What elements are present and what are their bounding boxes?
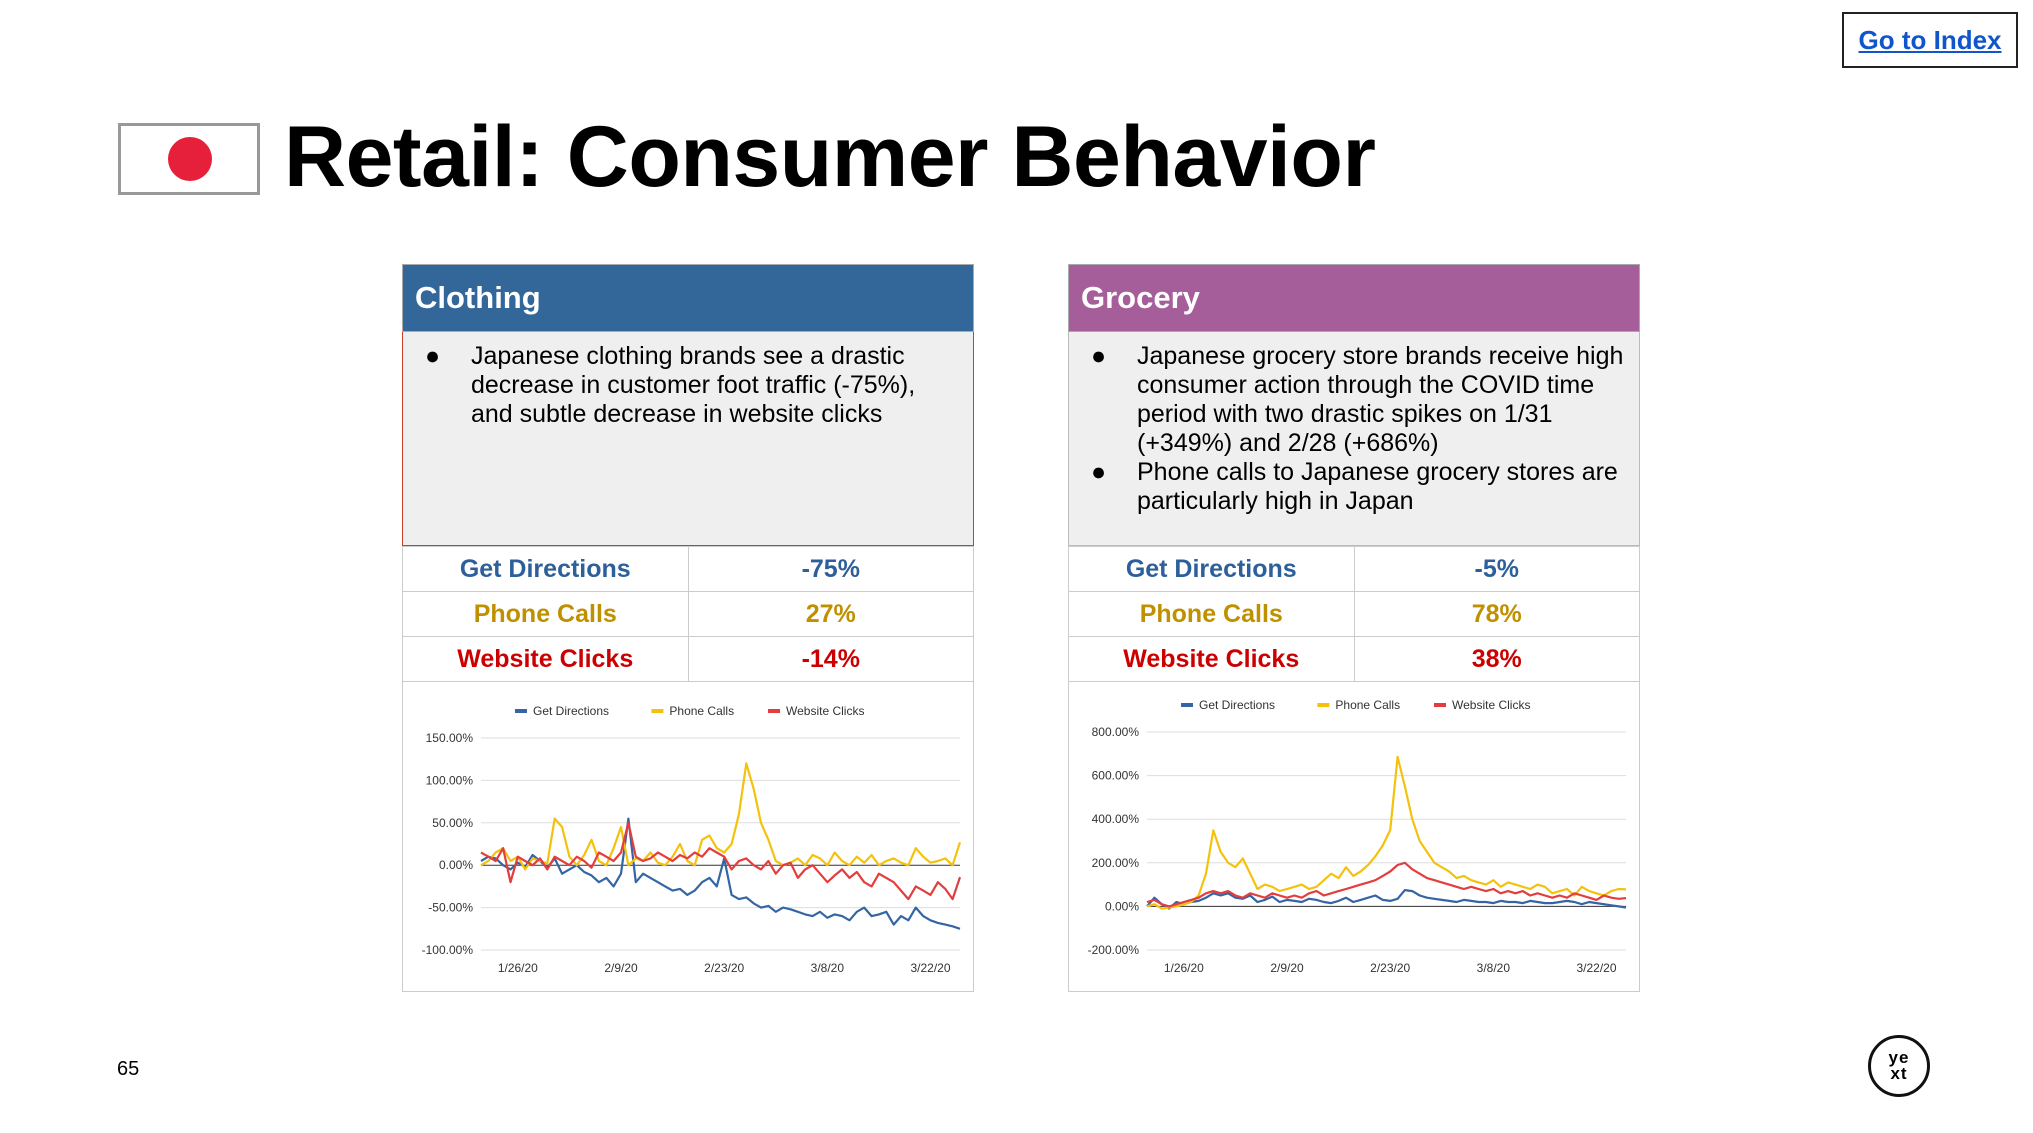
- legend-label: Website Clicks: [786, 704, 864, 718]
- legend-swatch: [651, 709, 664, 713]
- y-tick-label: 800.00%: [1092, 725, 1140, 739]
- series-line-website-clicks: [1146, 861, 1627, 908]
- y-tick-label: -50.00%: [428, 901, 473, 915]
- metric-label: Get Directions: [1068, 546, 1355, 592]
- metric-value: -75%: [687, 546, 974, 592]
- clothing-header: Clothing: [402, 264, 974, 332]
- x-tick-label: 3/22/20: [910, 961, 950, 975]
- y-tick-label: 0.00%: [439, 858, 473, 872]
- metric-label: Phone Calls: [402, 591, 689, 637]
- go-to-index-button[interactable]: Go to Index: [1842, 12, 2018, 68]
- grocery-line-chart: Get Directions Phone Calls Website Clicks 8…: [1088, 698, 1627, 975]
- clothing-description: ● Japanese clothing brands see a drastic …: [402, 332, 974, 546]
- x-tick-label: 1/26/20: [498, 961, 538, 975]
- x-tick-label: 3/8/20: [811, 961, 845, 975]
- yext-logo-icon: ye xt: [1868, 1035, 1930, 1097]
- clothing-line-chart: Get Directions Phone Calls Website Clicks 1…: [422, 704, 962, 975]
- series-line-phone-calls: [480, 762, 962, 871]
- clothing-panel: Clothing ● Japanese clothing brands see a…: [402, 264, 974, 992]
- x-tick-label: 2/9/20: [604, 961, 638, 975]
- metric-label: Phone Calls: [1068, 591, 1355, 637]
- metric-label: Website Clicks: [1068, 636, 1355, 682]
- legend-swatch: [515, 709, 527, 713]
- metric-value: -14%: [687, 636, 974, 682]
- table-row: Phone Calls 78%: [1068, 591, 1640, 637]
- y-tick-label: 200.00%: [1092, 856, 1140, 870]
- legend-label: Phone Calls: [1335, 698, 1400, 712]
- legend-label: Website Clicks: [1452, 698, 1530, 712]
- y-tick-label: 0.00%: [1105, 899, 1139, 913]
- grocery-metrics-table: Get Directions -5% Phone Calls 78% Website…: [1068, 546, 1640, 682]
- metric-value: 27%: [687, 591, 974, 637]
- y-tick-label: 100.00%: [426, 773, 474, 787]
- grocery-header: Grocery: [1068, 264, 1640, 332]
- series-line-website-clicks: [480, 821, 962, 901]
- x-tick-label: 1/26/20: [1164, 961, 1204, 975]
- clothing-chart: Get Directions Phone Calls Website Clicks 1…: [402, 682, 974, 992]
- legend-swatch: [1434, 703, 1446, 707]
- series-line-get-directions: [1146, 889, 1627, 910]
- metric-label: Website Clicks: [402, 636, 689, 682]
- x-tick-label: 3/22/20: [1576, 961, 1616, 975]
- metric-value: -5%: [1353, 546, 1640, 592]
- metric-value: 78%: [1353, 591, 1640, 637]
- y-tick-label: -100.00%: [422, 943, 474, 957]
- y-tick-label: -200.00%: [1088, 943, 1140, 957]
- table-row: Website Clicks -14%: [402, 636, 974, 682]
- x-tick-label: 2/23/20: [1370, 961, 1410, 975]
- legend-label: Get Directions: [1199, 698, 1275, 712]
- page-title: Retail: Consumer Behavior: [284, 109, 1376, 205]
- table-row: Get Directions -5%: [1068, 546, 1640, 592]
- grocery-panel: Grocery ● Japanese grocery store brands r…: [1068, 264, 1640, 992]
- japan-flag-icon: [118, 123, 260, 195]
- legend-label: Get Directions: [533, 704, 609, 718]
- grocery-description: ● Japanese grocery store brands receive h…: [1068, 332, 1640, 546]
- y-tick-label: 400.00%: [1092, 812, 1140, 826]
- clothing-metrics-table: Get Directions -75% Phone Calls 27% Websit…: [402, 546, 974, 682]
- metric-label: Get Directions: [402, 546, 689, 592]
- series-line-get-directions: [480, 817, 961, 930]
- y-tick-label: 600.00%: [1092, 769, 1140, 783]
- legend-label: Phone Calls: [669, 704, 734, 718]
- go-to-index-link[interactable]: Go to Index: [1858, 24, 2002, 55]
- x-tick-label: 2/23/20: [704, 961, 744, 975]
- legend-swatch: [1181, 703, 1193, 707]
- y-tick-label: 50.00%: [432, 816, 473, 830]
- list-item: ● Japanese grocery store brands receive h…: [1091, 342, 1624, 457]
- x-tick-label: 3/8/20: [1477, 961, 1511, 975]
- list-item: ● Phone calls to Japanese grocery stores …: [1091, 458, 1618, 515]
- legend-swatch: [1317, 703, 1330, 707]
- list-item: ● Japanese clothing brands see a drastic …: [425, 342, 916, 428]
- table-row: Phone Calls 27%: [402, 591, 974, 637]
- x-tick-label: 2/9/20: [1270, 961, 1304, 975]
- page-number: 65: [117, 1058, 140, 1080]
- y-tick-label: 150.00%: [426, 731, 474, 745]
- legend-swatch: [768, 709, 780, 713]
- grocery-chart: Get Directions Phone Calls Website Clicks 8…: [1068, 682, 1640, 992]
- metric-value: 38%: [1353, 636, 1640, 682]
- series-line-phone-calls: [1146, 755, 1627, 910]
- table-row: Website Clicks 38%: [1068, 636, 1640, 682]
- table-row: Get Directions -75%: [402, 546, 974, 592]
